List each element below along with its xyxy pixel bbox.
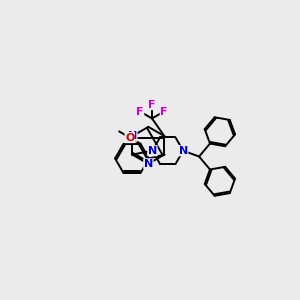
Text: O: O [125,133,134,142]
Text: F: F [160,106,168,116]
Text: N: N [144,159,153,169]
Text: F: F [148,100,156,110]
Text: N: N [148,146,157,156]
Text: F: F [136,106,144,116]
Text: N: N [178,146,188,156]
Text: N: N [128,131,137,141]
